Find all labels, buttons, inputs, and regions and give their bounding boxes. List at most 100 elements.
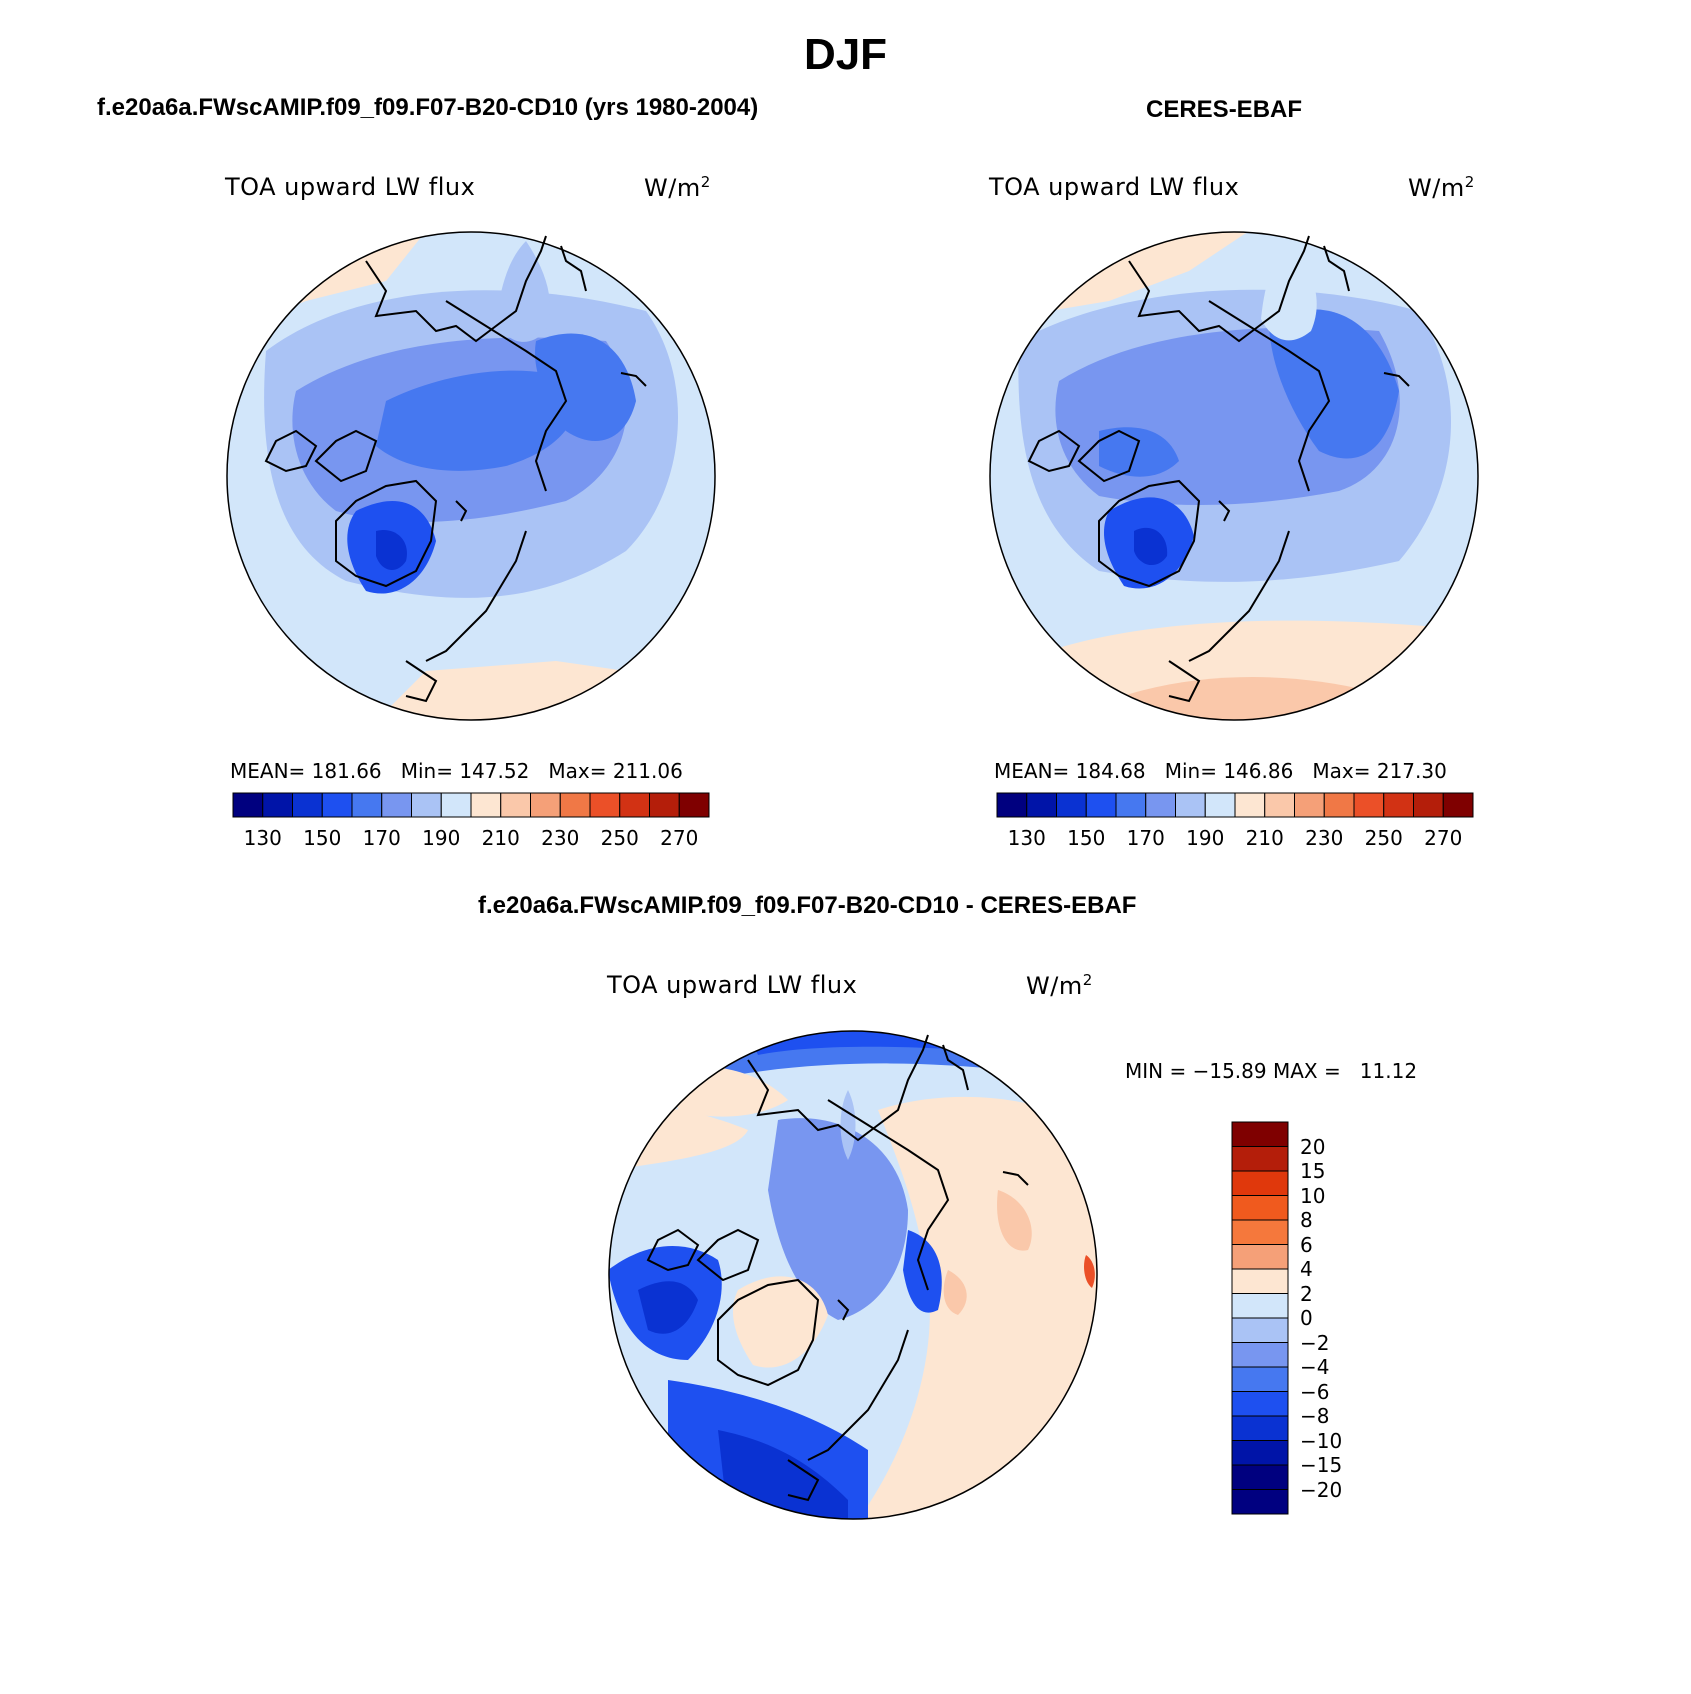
colorbar-obs-swatch xyxy=(1383,792,1414,818)
colorbar-obs-tick-label: 190 xyxy=(1186,826,1225,850)
colorbar-model-swatch xyxy=(351,792,383,818)
colorbar-obs-swatch xyxy=(996,792,1028,818)
units-label-obs: W/m2 xyxy=(1408,173,1475,202)
units-label-diff: W/m2 xyxy=(1026,971,1093,1000)
colorbar-diff-tick-label: −10 xyxy=(1300,1428,1343,1453)
colorbar-model-swatch xyxy=(321,792,353,818)
colorbar-ticks-diff: 20 15 10 8 6 4 2 0 −2 −4 −6 −8 −10 −15 −20 xyxy=(1300,1122,1380,1514)
colorbar-diff xyxy=(1231,1121,1289,1515)
colorbar-obs-tick-label: 230 xyxy=(1305,826,1344,850)
colorbar-obs-swatch xyxy=(1323,792,1355,818)
variable-label-model: TOA upward LW flux xyxy=(225,173,476,201)
colorbar-obs-tick-label: 170 xyxy=(1126,826,1165,850)
colorbar-obs-swatch xyxy=(1234,792,1266,818)
colorbar-model-tick-label: 270 xyxy=(660,826,699,850)
colorbar-diff-tick-label: 4 xyxy=(1300,1257,1313,1281)
colorbar-model-tick-label: 150 xyxy=(303,826,342,850)
colorbar-model-swatch xyxy=(649,792,680,818)
colorbar-obs-swatch xyxy=(1145,792,1176,818)
colorbar-model-swatch xyxy=(262,792,293,818)
colorbar-model-tick-label: 190 xyxy=(422,826,461,850)
colorbar-obs-swatch xyxy=(1442,792,1474,818)
colorbar-diff-tick-label: 0 xyxy=(1300,1306,1313,1330)
colorbar-diff-swatch xyxy=(1231,1415,1289,1441)
colorbar-diff-swatch xyxy=(1231,1121,1289,1147)
panel-header-obs: CERES-EBAF xyxy=(1146,96,1303,123)
colorbar-model-tick-label: 210 xyxy=(481,826,520,850)
colorbar-diff-tick-label: −6 xyxy=(1300,1379,1330,1404)
colorbar-model-swatch xyxy=(232,792,264,818)
colorbar-diff-swatch xyxy=(1231,1342,1289,1368)
polar-map-diff xyxy=(608,1030,1098,1520)
colorbar-diff-swatch xyxy=(1231,1317,1289,1343)
colorbar-ticks-obs: 130 150 170 190 210 230 250 270 xyxy=(997,826,1473,852)
polar-map-obs xyxy=(989,231,1479,721)
colorbar-diff-swatch xyxy=(1231,1244,1289,1270)
colorbar-obs-tick-label: 250 xyxy=(1364,826,1403,850)
colorbar-obs-swatch xyxy=(1353,792,1385,818)
colorbar-obs xyxy=(996,792,1474,818)
polar-map-model xyxy=(226,231,716,721)
colorbar-diff-swatch xyxy=(1231,1146,1289,1172)
colorbar-model-swatch xyxy=(530,792,561,818)
panel-header-diff: f.e20a6a.FWscAMIP.f09_f09.F07-B20-CD10 -… xyxy=(478,892,1137,919)
colorbar-model-swatch xyxy=(470,792,502,818)
colorbar-model-swatch xyxy=(440,792,472,818)
colorbar-diff-tick-label: −4 xyxy=(1300,1355,1330,1379)
colorbar-diff-tick-label: −15 xyxy=(1300,1453,1343,1477)
colorbar-obs-tick-label: 130 xyxy=(1007,826,1046,850)
stats-diff: MIN = −15.89 MAX = 11.12 xyxy=(1125,1059,1418,1083)
colorbar-obs-swatch xyxy=(1175,792,1206,818)
colorbar-model-swatch xyxy=(292,792,323,818)
colorbar-diff-tick-label: 6 xyxy=(1300,1232,1313,1257)
colorbar-diff-tick-label: 10 xyxy=(1300,1183,1326,1208)
colorbar-diff-swatch xyxy=(1231,1268,1289,1294)
colorbar-obs-swatch xyxy=(1294,792,1325,818)
colorbar-obs-swatch xyxy=(1026,792,1057,818)
colorbar-obs-tick-label: 210 xyxy=(1245,826,1284,850)
colorbar-model-swatch xyxy=(589,792,621,818)
colorbar-obs-swatch xyxy=(1264,792,1295,818)
colorbar-model-swatch xyxy=(678,792,710,818)
colorbar-obs-swatch xyxy=(1115,792,1147,818)
colorbar-obs-swatch xyxy=(1413,792,1444,818)
colorbar-model-tick-label: 230 xyxy=(541,826,580,850)
colorbar-diff-swatch xyxy=(1231,1391,1289,1417)
colorbar-diff-tick-label: 20 xyxy=(1300,1134,1326,1159)
colorbar-diff-swatch xyxy=(1231,1489,1289,1515)
colorbar-ticks-model: 130 150 170 190 210 230 250 270 xyxy=(233,826,709,852)
colorbar-diff-swatch xyxy=(1231,1366,1289,1392)
colorbar-model-swatch xyxy=(559,792,591,818)
colorbar-diff-tick-label: 15 xyxy=(1300,1159,1326,1183)
colorbar-model xyxy=(232,792,710,818)
colorbar-model-swatch xyxy=(381,792,412,818)
colorbar-obs-swatch xyxy=(1085,792,1117,818)
colorbar-diff-tick-label: −8 xyxy=(1300,1404,1330,1428)
colorbar-diff-tick-label: −2 xyxy=(1300,1330,1330,1355)
colorbar-diff-tick-label: 2 xyxy=(1300,1281,1313,1306)
colorbar-obs-tick-label: 150 xyxy=(1067,826,1106,850)
colorbar-obs-tick-label: 270 xyxy=(1424,826,1463,850)
colorbar-obs-swatch xyxy=(1056,792,1087,818)
colorbar-model-swatch xyxy=(411,792,442,818)
colorbar-model-tick-label: 250 xyxy=(600,826,639,850)
colorbar-diff-tick-label: −20 xyxy=(1300,1477,1343,1502)
variable-label-obs: TOA upward LW flux xyxy=(989,173,1240,201)
colorbar-diff-swatch xyxy=(1231,1464,1289,1490)
colorbar-model-swatch xyxy=(500,792,531,818)
stats-obs: MEAN= 184.68 Min= 146.86 Max= 217.30 xyxy=(994,759,1447,783)
stats-model: MEAN= 181.66 Min= 147.52 Max= 211.06 xyxy=(230,759,683,783)
colorbar-obs-swatch xyxy=(1204,792,1236,818)
figure-title: DJF xyxy=(803,30,888,79)
colorbar-diff-swatch xyxy=(1231,1195,1289,1221)
variable-label-diff: TOA upward LW flux xyxy=(607,971,858,999)
panel-header-model: f.e20a6a.FWscAMIP.f09_f09.F07-B20-CD10 (… xyxy=(97,94,759,121)
colorbar-model-tick-label: 170 xyxy=(362,826,401,850)
colorbar-diff-swatch xyxy=(1231,1293,1289,1319)
colorbar-diff-swatch xyxy=(1231,1440,1289,1466)
colorbar-model-tick-label: 130 xyxy=(243,826,282,850)
colorbar-diff-tick-label: 8 xyxy=(1300,1208,1313,1232)
colorbar-model-swatch xyxy=(619,792,650,818)
units-label-model: W/m2 xyxy=(644,173,711,202)
colorbar-diff-swatch xyxy=(1231,1170,1289,1196)
